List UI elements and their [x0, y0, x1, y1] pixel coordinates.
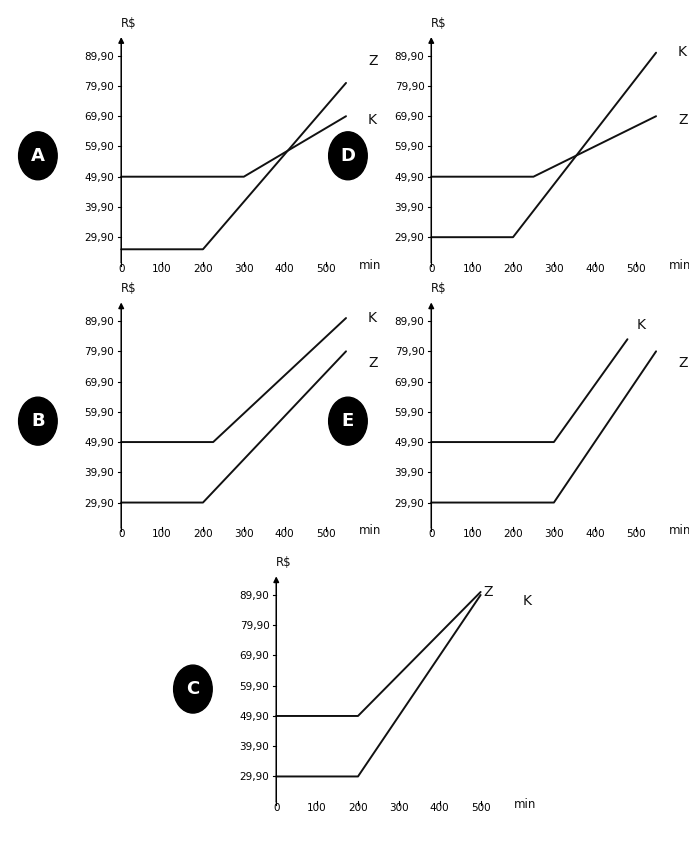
Text: R$: R$	[431, 17, 447, 30]
Text: min: min	[669, 259, 689, 272]
Text: A: A	[31, 146, 45, 165]
Text: R$: R$	[121, 282, 137, 295]
Text: min: min	[359, 259, 382, 272]
Text: K: K	[678, 45, 687, 59]
Text: Z: Z	[678, 356, 688, 370]
Text: K: K	[637, 318, 646, 331]
Text: Z: Z	[483, 585, 493, 598]
Text: min: min	[514, 799, 537, 811]
Text: K: K	[368, 311, 377, 324]
Text: K: K	[368, 114, 377, 128]
Text: min: min	[669, 525, 689, 538]
Text: E: E	[342, 412, 354, 431]
Text: R$: R$	[121, 17, 137, 30]
Text: B: B	[31, 412, 45, 431]
Text: min: min	[359, 525, 382, 538]
Text: R$: R$	[276, 556, 292, 569]
Text: K: K	[523, 594, 532, 608]
Text: R$: R$	[431, 282, 447, 295]
Text: D: D	[340, 146, 356, 165]
Text: C: C	[186, 680, 200, 698]
Text: Z: Z	[678, 114, 688, 128]
Text: Z: Z	[368, 356, 378, 370]
Text: Z: Z	[368, 55, 378, 68]
